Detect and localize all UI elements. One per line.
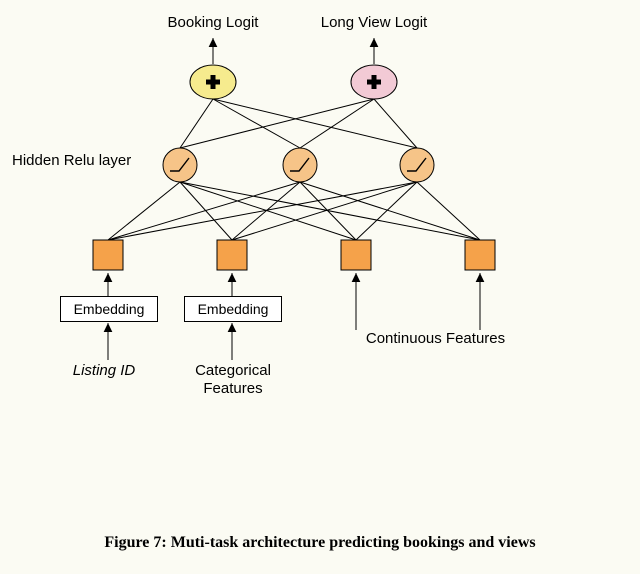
label-booking-logit: Booking Logit (163, 14, 263, 32)
network-edges (0, 0, 640, 574)
label-listing-id: Listing ID (58, 362, 150, 380)
label-longview-logit: Long View Logit (314, 14, 434, 32)
label-hidden-relu: Hidden Relu layer (12, 152, 142, 170)
embedding-box-2: Embedding (184, 296, 282, 322)
label-continuous-features: Continuous Features (348, 330, 523, 348)
embedding-box-1: Embedding (60, 296, 158, 322)
figure-caption: Figure 7: Muti-task architecture predict… (60, 534, 580, 552)
label-categorical-features: Categorical Features (188, 362, 278, 398)
diagram-stage: Booking Logit Long View Logit Hidden Rel… (0, 0, 640, 574)
